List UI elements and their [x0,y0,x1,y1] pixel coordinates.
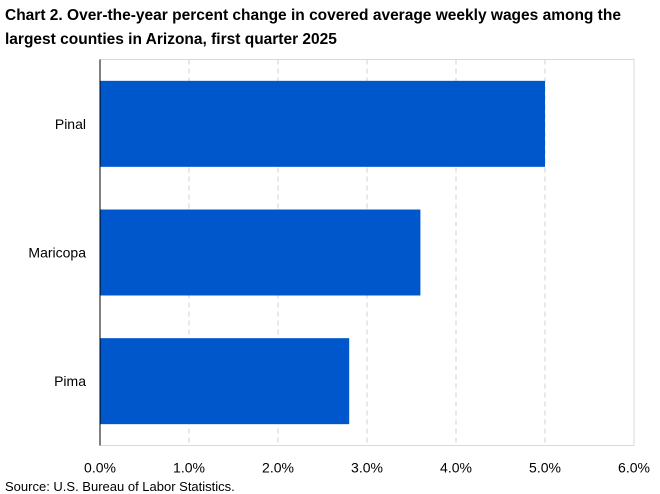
x-tick-label: 3.0% [351,460,383,476]
chart-title: Chart 2. Over-the-year percent change in… [5,7,621,48]
x-tick-label: 1.0% [173,460,205,476]
x-tick-label: 6.0% [618,460,650,476]
bar-pinal [100,80,545,167]
x-tick-label: 0.0% [84,460,116,476]
bar-pima [100,338,350,425]
bar-maricopa [100,209,421,296]
x-tick-label: 2.0% [262,460,294,476]
x-axis-ticks: 0.0% 1.0% 2.0% 3.0% 4.0% 5.0% 6.0% [84,460,650,476]
x-tick-label: 4.0% [440,460,472,476]
x-tick-label: 5.0% [529,460,561,476]
bars [100,80,545,425]
y-category-label: Pima [54,373,86,389]
y-axis-labels: Pinal Maricopa Pima [28,116,86,389]
y-category-label: Maricopa [28,245,86,261]
source-note: Source: U.S. Bureau of Labor Statistics. [5,479,235,494]
y-category-label: Pinal [55,116,86,132]
